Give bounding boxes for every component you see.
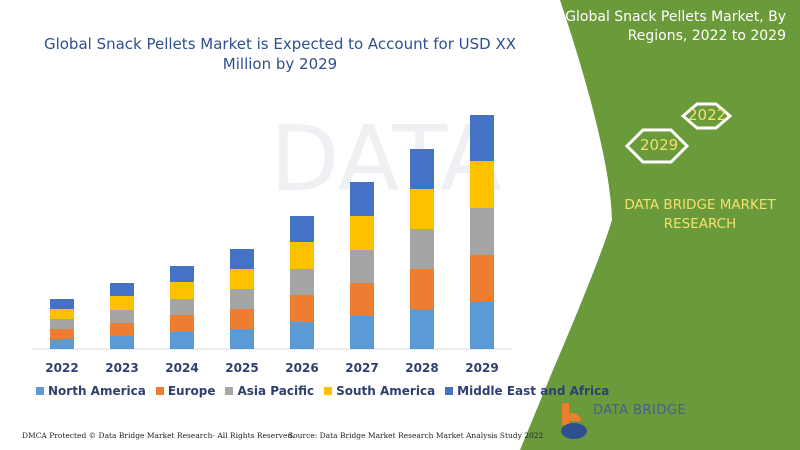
bar-segment-2022-2 — [50, 319, 74, 329]
x-tick-label: 2029 — [465, 361, 498, 375]
bar-segment-2028-3 — [410, 189, 434, 229]
source-text: Source: Data Bridge Market Research Mark… — [288, 431, 544, 440]
hex-label-2022: 2022 — [688, 106, 727, 124]
bar-segment-2029-4 — [470, 115, 494, 161]
bar-segment-2029-2 — [470, 208, 494, 255]
bar-segment-2027-0 — [350, 316, 374, 349]
bar-segment-2025-0 — [230, 329, 254, 349]
bar-segment-2024-4 — [170, 266, 194, 282]
bar-segment-2022-4 — [50, 299, 74, 309]
bar-segment-2023-4 — [110, 283, 134, 296]
bar-segment-2025-2 — [230, 289, 254, 309]
dmca-text: DMCA Protected © Data Bridge Market Rese… — [22, 431, 295, 440]
legend-item: South America — [324, 384, 435, 398]
bar-segment-2029-1 — [470, 255, 494, 302]
x-tick-label: 2024 — [165, 361, 198, 375]
bar-segment-2026-2 — [290, 269, 314, 295]
bar-segment-2024-3 — [170, 282, 194, 299]
bar-segment-2024-2 — [170, 299, 194, 315]
bar-segment-2025-3 — [230, 269, 254, 289]
legend-item: Middle East and Africa — [445, 384, 609, 398]
legend-swatch — [36, 387, 44, 395]
bar-segment-2027-2 — [350, 250, 374, 283]
bar-segment-2023-1 — [110, 323, 134, 336]
legend-swatch — [155, 387, 164, 395]
bar-segment-2022-1 — [50, 329, 74, 339]
bar-segment-2025-1 — [230, 309, 254, 329]
bar-segment-2026-1 — [290, 295, 314, 322]
bar-segment-2025-4 — [230, 249, 254, 269]
hexagon-2022 — [680, 102, 733, 130]
bar-segment-2024-0 — [170, 332, 194, 349]
bar-segment-2027-4 — [350, 182, 374, 216]
logo-text: DATA BRIDGE — [593, 403, 687, 418]
bar-segment-2026-0 — [290, 322, 314, 349]
x-tick-label: 2027 — [345, 361, 378, 375]
bar-segment-2029-0 — [470, 302, 494, 349]
legend: North America Europe Asia Pacific South Ame… — [36, 384, 609, 398]
bar-segment-2028-2 — [410, 229, 434, 269]
x-tick-label: 2026 — [285, 361, 318, 375]
hex-label-2029: 2029 — [640, 136, 679, 154]
hexagon-2029 — [624, 128, 690, 164]
watermark: DATA — [270, 107, 502, 212]
panel-title: Global Snack Pellets Market, By Regions,… — [565, 9, 786, 44]
bar-segment-2028-0 — [410, 309, 434, 349]
legend-label: Europe — [167, 384, 216, 398]
legend-swatch — [324, 387, 333, 395]
legend-label: North America — [48, 384, 146, 398]
x-tick-label: 2028 — [405, 361, 438, 375]
legend-label: Asia Pacific — [237, 384, 315, 398]
bar-segment-2022-0 — [50, 339, 74, 349]
legend-label: South America — [336, 384, 436, 398]
legend-label: Middle East and Africa — [457, 384, 610, 398]
legend-swatch — [445, 387, 454, 395]
logo-icon — [561, 403, 587, 439]
legend-item: Europe — [155, 384, 216, 398]
page-title: Global Snack Pellets Market is Expected … — [43, 35, 517, 73]
bar-segment-2028-4 — [410, 149, 434, 189]
bar-segment-2023-2 — [110, 310, 134, 323]
x-tick-label: 2025 — [225, 361, 258, 375]
bar-segment-2023-3 — [110, 296, 134, 310]
x-tick-label: 2022 — [45, 361, 78, 375]
legend-item: North America — [36, 384, 146, 398]
legend-swatch — [225, 387, 234, 395]
bar-segment-2022-3 — [50, 309, 74, 319]
chart: 2022 2023 2024 2025 2026 2027 2028 2029 — [32, 115, 512, 375]
bar-segment-2026-3 — [290, 242, 314, 269]
x-tick-label: 2023 — [105, 361, 138, 375]
bar-segment-2024-1 — [170, 315, 194, 332]
legend-item: Asia Pacific — [225, 384, 314, 398]
bar-segment-2023-0 — [110, 336, 134, 349]
brand-text: DATA BRIDGE MARKET RESEARCH — [624, 197, 776, 232]
bar-segment-2026-4 — [290, 216, 314, 242]
bar-segment-2027-3 — [350, 216, 374, 250]
bar-segment-2027-1 — [350, 283, 374, 316]
bar-segment-2029-3 — [470, 161, 494, 208]
bar-segment-2028-1 — [410, 269, 434, 309]
green-panel — [520, 0, 800, 450]
